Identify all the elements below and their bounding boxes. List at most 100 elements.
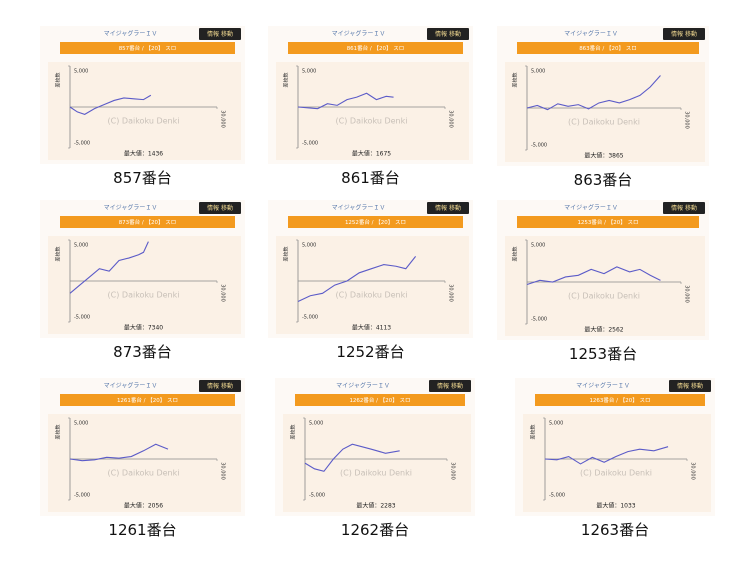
- max-value: 最大値：2562: [584, 326, 623, 334]
- y-tick-label: 5,000: [309, 421, 323, 427]
- header-bar: [535, 394, 705, 406]
- y-axis-label: 差枚数: [512, 72, 519, 87]
- y-axis-label: 差枚数: [283, 72, 290, 87]
- button-label[interactable]: 情報 移動: [207, 30, 233, 38]
- max-value: 最大値：2056: [124, 502, 163, 510]
- y-tick-label: 5,000: [549, 421, 563, 427]
- plot-bg: [276, 236, 469, 334]
- data-line: [297, 92, 394, 110]
- y-tick-label: -5,000: [531, 143, 547, 149]
- max-value: 最大値：2283: [356, 502, 395, 510]
- plot-bg: [48, 62, 241, 160]
- y-tick-label: -5,000: [549, 493, 565, 499]
- x-tick-label: 30,000: [220, 462, 226, 480]
- header-label: 1262番台 / 【20】 スロ: [349, 396, 410, 404]
- y-tick-label: 5,000: [302, 243, 316, 249]
- y-axis-label: 差枚数: [283, 246, 290, 261]
- panel-title: マイジャグラーＩＶ: [104, 204, 158, 212]
- header-bar: [517, 42, 699, 54]
- data-line: [526, 266, 661, 286]
- caption: 1252番台: [336, 343, 405, 361]
- button-bg[interactable]: [669, 380, 711, 392]
- plot-bg: [505, 236, 705, 336]
- button-bg[interactable]: [429, 380, 471, 392]
- y-tick-label: 5,000: [302, 69, 316, 75]
- y-axis-label: 差枚数: [55, 246, 62, 261]
- plot-bg: [48, 414, 241, 512]
- header-bar: [288, 216, 463, 228]
- panel-title: マイジャグラーＩＶ: [104, 30, 158, 38]
- button-bg[interactable]: [663, 28, 705, 40]
- plot-bg: [523, 414, 711, 512]
- button-label[interactable]: 情報 移動: [207, 382, 233, 390]
- y-tick-label: 5,000: [74, 69, 88, 75]
- button-label[interactable]: 情報 移動: [435, 30, 461, 38]
- panel-title: マイジャグラーＩＶ: [104, 382, 158, 390]
- data-line: [69, 94, 152, 115]
- max-value: 最大値：3865: [584, 152, 623, 160]
- x-tick-label: 30,000: [684, 111, 690, 129]
- chart-panel: マイジャグラーＩＶ 情報 移動 861番台 / 【20】 スロ -5,000 5,000…: [268, 26, 473, 164]
- y-axis-label: 差枚数: [55, 424, 62, 439]
- button-label[interactable]: 情報 移動: [677, 382, 703, 390]
- header-label: 863番台 / 【20】 スロ: [579, 44, 637, 52]
- watermark: (C) Daikoku Denki: [568, 292, 640, 301]
- header-label: 1252番台 / 【20】 スロ: [345, 218, 406, 226]
- panel-title: マイジャグラーＩＶ: [332, 30, 386, 38]
- caption: 857番台: [113, 169, 172, 187]
- max-value: 最大値：7340: [124, 324, 163, 332]
- x-tick-label: 30,000: [690, 462, 696, 480]
- button-bg[interactable]: [199, 28, 241, 40]
- y-axis-label: 差枚数: [290, 424, 297, 439]
- chart-panel: マイジャグラーＩＶ 情報 移動 1261番台 / 【20】 スロ -5,000 5,00…: [40, 378, 245, 516]
- caption: 1261番台: [108, 521, 177, 539]
- button-bg[interactable]: [427, 28, 469, 40]
- button-bg[interactable]: [199, 202, 241, 214]
- button-label[interactable]: 情報 移動: [671, 30, 697, 38]
- data-line: [544, 446, 669, 465]
- watermark: (C) Daikoku Denki: [336, 291, 408, 300]
- watermark: (C) Daikoku Denki: [108, 469, 180, 478]
- caption: 861番台: [341, 169, 400, 187]
- y-tick-label: 5,000: [531, 69, 545, 75]
- button-bg[interactable]: [427, 202, 469, 214]
- y-axis-label: 差枚数: [55, 72, 62, 87]
- chart-panel: マイジャグラーＩＶ 情報 移動 873番台 / 【20】 スロ -5,000 5,000…: [40, 200, 245, 338]
- plot-bg: [276, 62, 469, 160]
- chart-panel: マイジャグラーＩＶ 情報 移動 863番台 / 【20】 スロ -5,000 5,000…: [497, 26, 709, 166]
- y-tick-label: -5,000: [74, 315, 90, 321]
- button-label[interactable]: 情報 移動: [207, 204, 233, 212]
- button-label[interactable]: 情報 移動: [437, 382, 463, 390]
- y-tick-label: -5,000: [302, 141, 318, 147]
- header-label: 857番台 / 【20】 スロ: [119, 44, 177, 52]
- button-bg[interactable]: [199, 380, 241, 392]
- button-label[interactable]: 情報 移動: [671, 204, 697, 212]
- y-axis-label: 差枚数: [512, 246, 519, 261]
- header-bar: [60, 394, 235, 406]
- panel-title: マイジャグラーＩＶ: [564, 30, 618, 38]
- watermark: (C) Daikoku Denki: [108, 291, 180, 300]
- header-label: 861番台 / 【20】 スロ: [347, 44, 405, 52]
- data-line: [304, 443, 400, 472]
- header-bar: [517, 216, 699, 228]
- header-bar: [295, 394, 465, 406]
- max-value: 最大値：1436: [124, 150, 163, 158]
- plot-bg: [505, 62, 705, 162]
- watermark: (C) Daikoku Denki: [568, 118, 640, 127]
- caption: 873番台: [113, 343, 172, 361]
- watermark: (C) Daikoku Denki: [336, 117, 408, 126]
- watermark: (C) Daikoku Denki: [580, 469, 652, 478]
- header-label: 1253番台 / 【20】 スロ: [577, 218, 638, 226]
- button-label[interactable]: 情報 移動: [435, 204, 461, 212]
- button-bg[interactable]: [663, 202, 705, 214]
- max-value: 最大値：1033: [596, 502, 635, 510]
- y-axis-label: 差枚数: [530, 424, 537, 439]
- chart-panel: マイジャグラーＩＶ 情報 移動 1253番台 / 【20】 スロ -5,000 5,00…: [497, 200, 709, 340]
- max-value: 最大値：1675: [352, 150, 391, 158]
- caption: 1253番台: [568, 345, 638, 363]
- x-tick-label: 30,000: [684, 285, 690, 303]
- panel-title: マイジャグラーＩＶ: [336, 382, 390, 390]
- y-tick-label: -5,000: [74, 493, 90, 499]
- panel-title: マイジャグラーＩＶ: [564, 204, 618, 212]
